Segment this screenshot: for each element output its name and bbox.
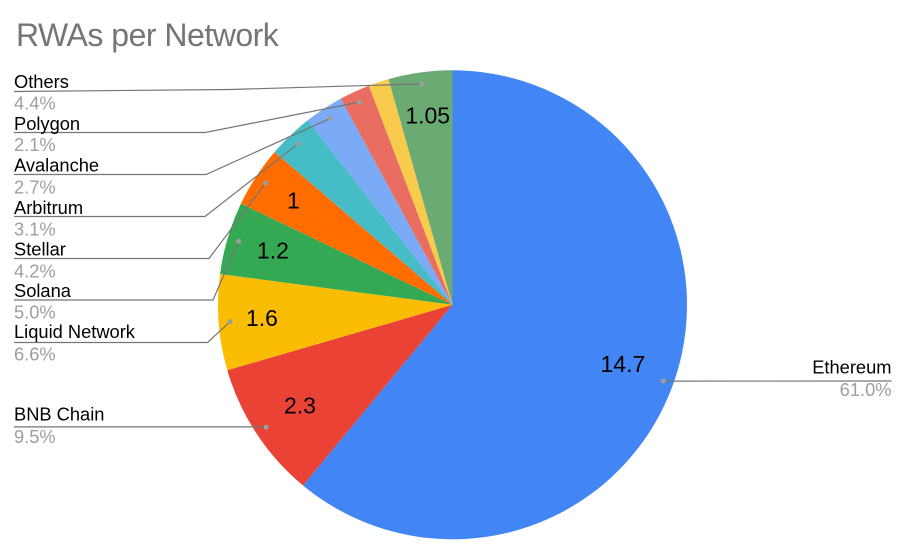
svg-text:Stellar: Stellar (14, 239, 66, 260)
svg-text:RWAs per Network: RWAs per Network (16, 17, 280, 53)
svg-text:1.2: 1.2 (257, 238, 289, 264)
svg-text:Others: Others (14, 71, 69, 92)
svg-text:3.1%: 3.1% (14, 219, 56, 240)
svg-text:Ethereum: Ethereum (812, 356, 891, 377)
svg-text:1.05: 1.05 (405, 103, 450, 129)
svg-text:9.5%: 9.5% (14, 426, 56, 447)
svg-text:Arbitrum: Arbitrum (14, 197, 83, 218)
svg-text:5.0%: 5.0% (14, 302, 56, 323)
svg-text:Solana: Solana (14, 280, 72, 301)
svg-text:61.0%: 61.0% (840, 379, 892, 400)
svg-text:Liquid Network: Liquid Network (14, 321, 136, 342)
svg-text:6.6%: 6.6% (14, 344, 56, 365)
svg-text:Avalanche: Avalanche (14, 155, 99, 176)
svg-text:2.7%: 2.7% (14, 177, 56, 198)
svg-text:1: 1 (287, 187, 300, 213)
svg-text:2.3: 2.3 (284, 393, 316, 419)
svg-text:14.7: 14.7 (601, 351, 646, 377)
svg-text:BNB Chain: BNB Chain (14, 403, 104, 424)
svg-text:1.6: 1.6 (246, 305, 278, 331)
svg-text:4.4%: 4.4% (14, 93, 56, 114)
svg-text:Polygon: Polygon (14, 113, 80, 134)
svg-text:2.1%: 2.1% (14, 134, 56, 155)
svg-text:4.2%: 4.2% (14, 261, 56, 282)
